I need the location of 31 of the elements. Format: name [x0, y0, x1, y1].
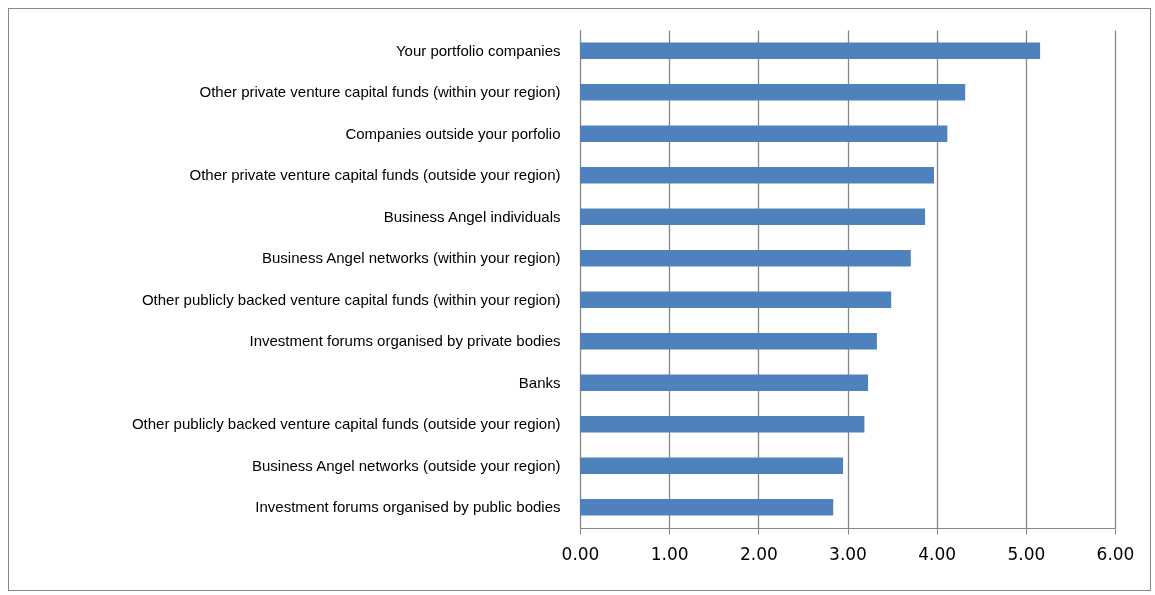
bar — [580, 332, 877, 350]
x-tick-label: 6.00 — [1096, 543, 1135, 564]
x-tick-label: 0.00 — [561, 543, 600, 564]
x-tick-label: 1.00 — [650, 543, 689, 564]
y-tick-label: Business Angel individuals — [383, 207, 561, 225]
x-tick-label: 5.00 — [1007, 543, 1046, 564]
bar — [580, 166, 934, 184]
bar — [580, 83, 966, 101]
bar — [580, 125, 948, 143]
bar — [580, 291, 892, 309]
y-tick-label: Other publicly backed venture capital funds (within your region) — [141, 290, 561, 308]
y-tick-label: Other private venture capital funds (outside your region) — [189, 166, 561, 184]
y-tick-label: Investment forums organised by private bodies — [249, 332, 561, 350]
bar — [580, 249, 911, 267]
y-tick-label: Banks — [518, 373, 561, 391]
bar — [580, 498, 834, 516]
y-tick-label: Other private venture capital funds (within your region) — [199, 83, 561, 101]
bar — [580, 42, 1041, 60]
y-tick-label: Companies outside your porfolio — [345, 124, 561, 142]
x-tick-label: 3.00 — [829, 543, 867, 564]
y-tick-label: Your portfolio companies — [395, 41, 561, 59]
bar — [580, 415, 865, 433]
y-tick-label: Other publicly backed venture capital funds (outside your region) — [131, 415, 561, 433]
bar — [580, 457, 844, 475]
y-tick-label: Investment forums organised by public bodies — [255, 498, 561, 516]
x-tick-label: 4.00 — [918, 543, 957, 564]
bar — [580, 208, 926, 226]
y-tick-label: Business Angel networks (outside your region) — [252, 456, 561, 474]
bar — [580, 374, 869, 392]
x-tick-label: 2.00 — [739, 543, 778, 564]
y-tick-label: Business Angel networks (within your region) — [262, 249, 561, 267]
